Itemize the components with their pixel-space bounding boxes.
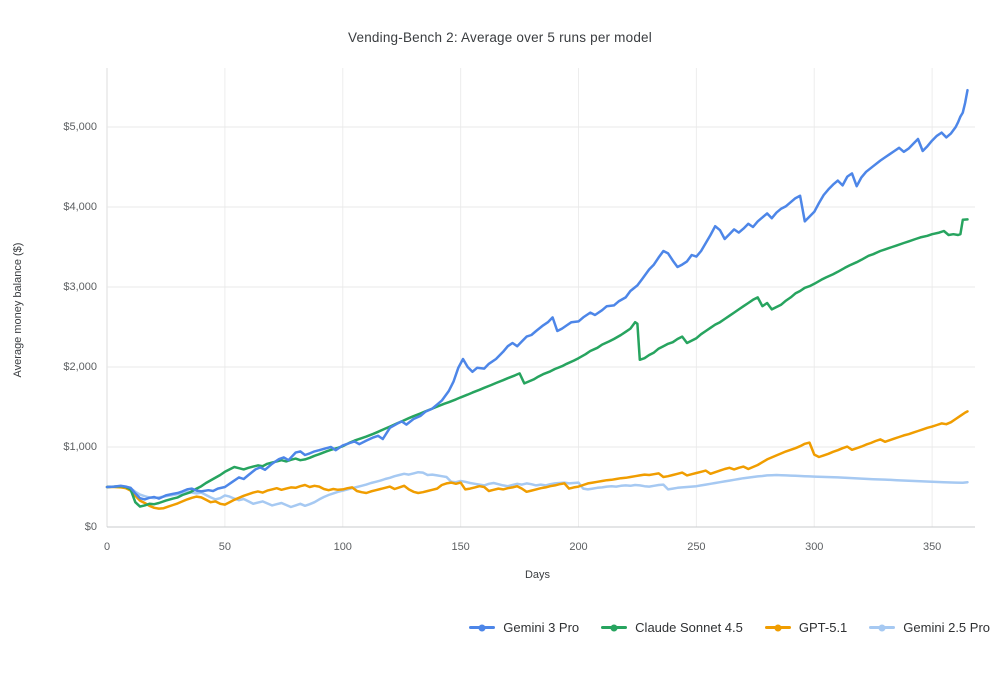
series-line-gemini-2-5-pro	[105, 470, 969, 509]
x-tick-label: 300	[805, 541, 824, 553]
legend-dot	[774, 624, 782, 631]
x-tick-label: 50	[218, 541, 231, 553]
legend-line-dot-marker	[469, 624, 496, 631]
y-tick-label: $1,000	[63, 441, 97, 453]
x-tick-label: 250	[687, 541, 706, 553]
legend-item-gpt-5-1: GPT-5.1	[764, 620, 848, 635]
legend-dot	[610, 624, 618, 631]
legend-dot	[478, 624, 486, 631]
legend-item-gemini-3-pro: Gemini 3 Pro	[469, 620, 579, 635]
legend-line-dot-marker	[869, 624, 896, 631]
x-tick-label: 350	[922, 541, 942, 553]
chart-legend: Gemini 3 Pro Claude Sonnet 4.5 GPT-5.1 Gemi…	[0, 620, 990, 635]
y-tick-label: $0	[84, 521, 97, 533]
series-line-gemini-3-pro	[105, 88, 969, 501]
legend-line-dot-marker	[601, 624, 628, 631]
legend-label: GPT-5.1	[798, 620, 848, 635]
chart-title: Vending-Bench 2: Average over 5 runs per…	[348, 30, 652, 45]
y-tick-label: $4,000	[63, 201, 97, 213]
series-line-claude-sonnet-4-5	[105, 218, 969, 508]
x-tick-label: 100	[333, 541, 352, 553]
x-tick-label: 150	[451, 541, 470, 553]
x-tick-label: 200	[569, 541, 588, 553]
legend-item-gemini-2-5-pro: Gemini 2.5 Pro	[869, 620, 990, 635]
x-axis-title: Days	[524, 569, 551, 581]
y-tick-label: $5,000	[63, 121, 97, 133]
legend-label: Claude Sonnet 4.5	[635, 620, 743, 635]
legend-dot	[878, 624, 886, 631]
y-tick-label: $2,000	[63, 361, 97, 373]
x-tick-label: 0	[103, 541, 111, 553]
legend-label: Gemini 3 Pro	[503, 620, 580, 635]
series-line-gpt-5-1	[105, 410, 969, 510]
legend-label: Gemini 2.5 Pro	[903, 620, 990, 635]
y-axis-title: Average money balance ($)	[12, 242, 24, 378]
y-tick-label: $3,000	[63, 281, 97, 293]
legend-line-dot-marker	[764, 624, 791, 631]
legend-item-claude-sonnet-4-5: Claude Sonnet 4.5	[601, 620, 743, 635]
